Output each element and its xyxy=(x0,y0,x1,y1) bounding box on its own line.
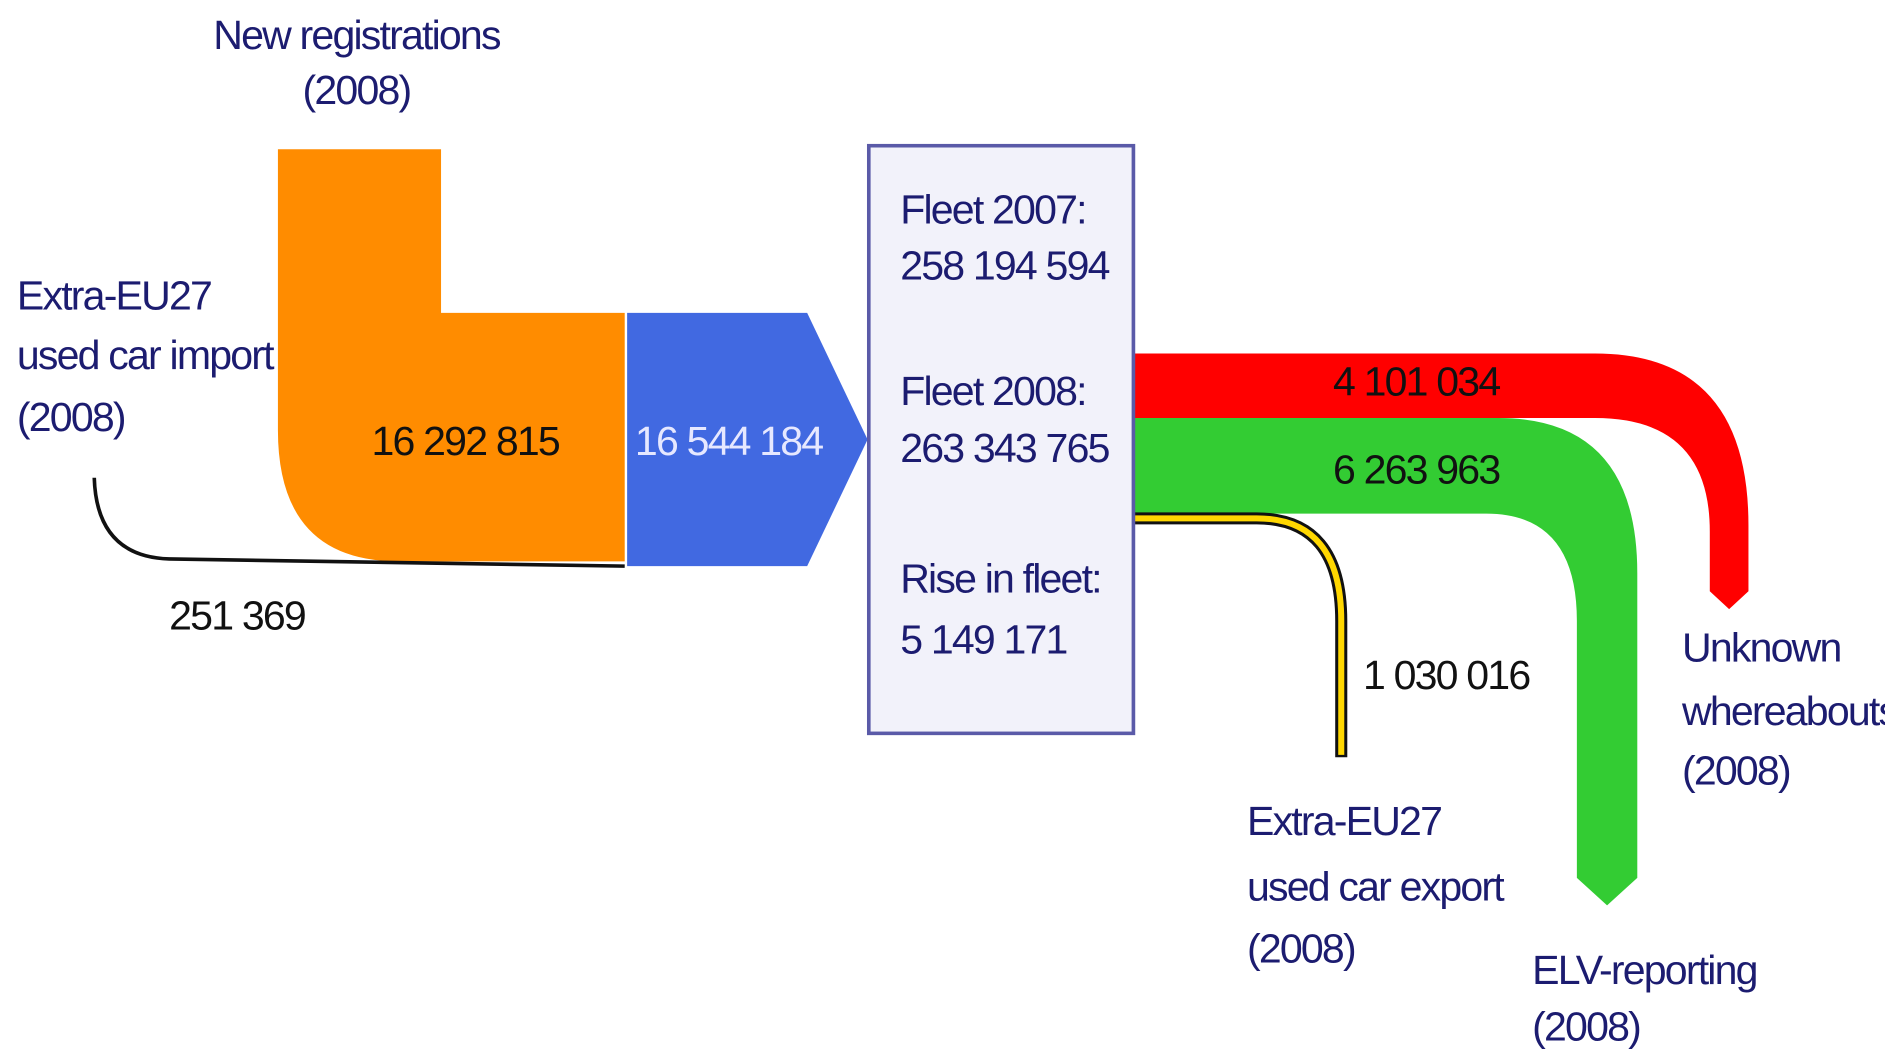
flow-value: 16 292 815 xyxy=(372,418,559,464)
source-label: (2008) xyxy=(17,394,125,440)
flow-value: 1 030 016 xyxy=(1363,652,1529,698)
fleet-text: 258 194 594 xyxy=(900,243,1110,289)
flow-value: 251 369 xyxy=(169,593,305,639)
export-flow-outline xyxy=(1133,512,1348,758)
target-label: whereabouts xyxy=(1681,688,1885,734)
source-label: (2008) xyxy=(303,67,411,113)
import-flow xyxy=(92,477,625,568)
target-label: (2008) xyxy=(1247,926,1355,972)
target-label: (2008) xyxy=(1682,748,1790,794)
new-registrations-flow xyxy=(277,149,625,562)
target-label: ELV-reporting xyxy=(1532,947,1757,993)
target-label: Extra-EU27 xyxy=(1247,798,1441,844)
flow-value: 16 544 184 xyxy=(635,418,823,464)
fleet-text: Fleet 2007: xyxy=(900,187,1086,233)
source-label: Extra-EU27 xyxy=(17,273,211,319)
fleet-text: Rise in fleet: xyxy=(900,556,1101,602)
source-label: New registrations xyxy=(213,12,500,58)
target-label: used car export xyxy=(1247,864,1505,910)
fleet-text: 263 343 765 xyxy=(900,425,1109,471)
fleet-text: Fleet 2008: xyxy=(900,368,1086,414)
fleet-text: 5 149 171 xyxy=(900,617,1066,663)
flow-value: 6 263 963 xyxy=(1333,447,1499,493)
source-label: used car import xyxy=(17,332,275,378)
inflow-arrow xyxy=(627,312,868,567)
unknown-flow xyxy=(1133,353,1749,610)
export-flow xyxy=(1133,515,1345,755)
target-label: (2008) xyxy=(1532,1003,1640,1049)
fleet-box xyxy=(866,143,1136,736)
elv-flow xyxy=(1133,418,1638,906)
flow-value: 4 101 034 xyxy=(1333,359,1500,405)
target-label: Unknown xyxy=(1682,625,1841,671)
